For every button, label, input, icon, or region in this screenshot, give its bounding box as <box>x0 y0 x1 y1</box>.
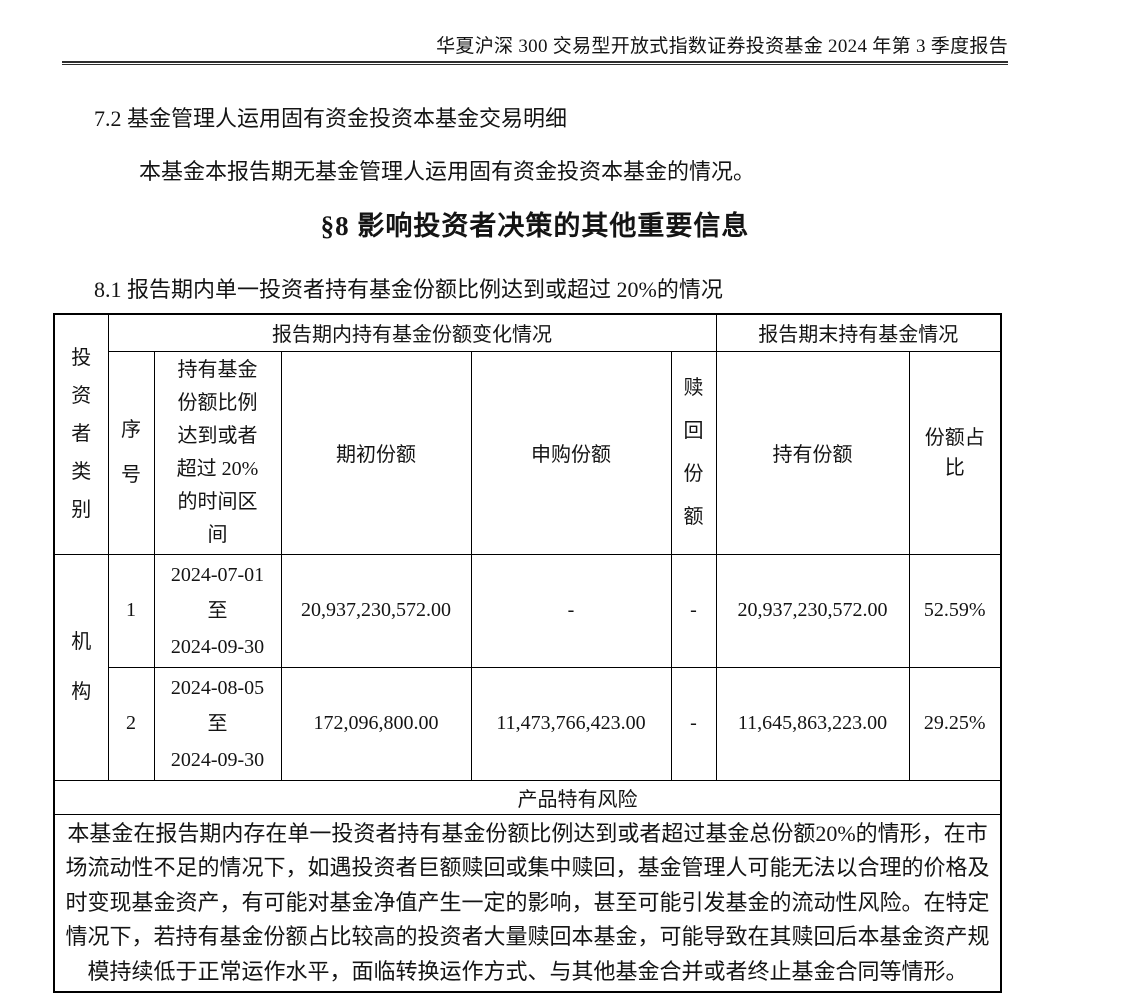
cell-r1-interval-text: 2024-07-01 至 2024-09-30 <box>170 563 265 658</box>
section-8-heading: §8 影响投资者决策的其他重要信息 <box>320 211 750 241</box>
risk-section-title: 产品特有风险 <box>53 779 1002 815</box>
section-7-2-paragraph: 本基金本报告期无基金管理人运用固有资金投资本基金的情况。 <box>139 159 756 184</box>
cell-r1-holding-shares: 20,937,230,572.00 <box>715 553 910 668</box>
cell-r2-seq: 2 <box>107 666 155 781</box>
col-header-redeem-shares: 赎 回 份 额 <box>670 350 717 555</box>
cell-r1-share-ratio: 52.59% <box>908 553 1002 668</box>
col-header-share-ratio: 份额占 比 <box>908 350 1002 555</box>
table-row: 机 构 1 2024-07-01 至 2024-09-30 20,937,230… <box>53 553 1002 781</box>
section-7-2-heading: 7.2 基金管理人运用固有资金投资本基金交易明细 <box>94 106 568 131</box>
cell-r1-purchase-shares: - <box>470 553 672 668</box>
cell-r2-holding-shares: 11,645,863,223.00 <box>715 666 910 781</box>
section-8-1-heading: 8.1 报告期内单一投资者持有基金份额比例达到或超过 20%的情况 <box>94 277 723 302</box>
header-divider-rule <box>62 61 1008 65</box>
group-header-period-change: 报告期内持有基金份额变化情况 <box>107 313 717 352</box>
cell-r2-purchase-shares: 11,473,766,423.00 <box>470 666 672 781</box>
group-header-period-end: 报告期末持有基金情况 <box>715 313 1002 352</box>
col-header-investor-type-label: 投 资 者 类 别 <box>71 347 92 522</box>
col-header-purchase-shares: 申购份额 <box>470 350 672 555</box>
investor-holdings-table: 投 资 者 类 别 报告期内持有基金份额变化情况 报告期末持有基金情况 序 号 … <box>53 313 1003 993</box>
cell-r2-redeem-shares: - <box>670 666 717 781</box>
col-header-begin-shares: 期初份额 <box>280 350 472 555</box>
cell-r2-interval-text: 2024-08-05 至 2024-09-30 <box>170 676 265 771</box>
col-header-seq: 序 号 <box>107 350 155 555</box>
col-header-interval-label: 持有基金 份额比例 达到或者 超过 20% 的时间区 间 <box>176 358 259 546</box>
risk-text-row: 本基金在报告期内存在单一投资者持有基金份额比例达到或者超过基金总份额20%的情形… <box>53 813 1002 993</box>
cell-r2-share-ratio: 29.25% <box>908 666 1002 781</box>
risk-text-paragraph: 本基金在报告期内存在单一投资者持有基金份额比例达到或者超过基金总份额20%的情形… <box>53 813 1002 993</box>
cell-r1-seq: 1 <box>107 553 155 668</box>
risk-title-row: 产品特有风险 <box>53 779 1002 815</box>
col-header-share-ratio-label: 份额占 比 <box>924 426 985 479</box>
cell-r1-interval: 2024-07-01 至 2024-09-30 <box>153 553 282 668</box>
cell-r2-interval: 2024-08-05 至 2024-09-30 <box>153 666 282 781</box>
cell-investor-type: 机 构 <box>53 553 109 781</box>
cell-investor-type-label: 机 构 <box>71 631 92 703</box>
col-header-interval: 持有基金 份额比例 达到或者 超过 20% 的时间区 间 <box>153 350 282 555</box>
cell-r2-begin-shares: 172,096,800.00 <box>280 666 472 781</box>
page-header-title: 华夏沪深 300 交易型开放式指数证券投资基金 2024 年第 3 季度报告 <box>436 36 1008 57</box>
col-header-holding-shares: 持有份额 <box>715 350 910 555</box>
table-row: 2 2024-08-05 至 2024-09-30 172,096,800.00… <box>54 666 1002 781</box>
cell-r1-begin-shares: 20,937,230,572.00 <box>280 553 472 668</box>
cell-r1-redeem-shares: - <box>670 553 717 668</box>
table-group-header-row: 投 资 者 类 别 报告期内持有基金份额变化情况 报告期末持有基金情况 <box>53 313 1002 555</box>
table-column-header-row: 序 号 持有基金 份额比例 达到或者 超过 20% 的时间区 间 期初份额 申购… <box>54 350 1002 555</box>
col-header-seq-label: 序 号 <box>121 418 141 486</box>
col-header-redeem-shares-label: 赎 回 份 额 <box>683 376 704 528</box>
col-header-investor-type: 投 资 者 类 别 <box>53 313 109 555</box>
